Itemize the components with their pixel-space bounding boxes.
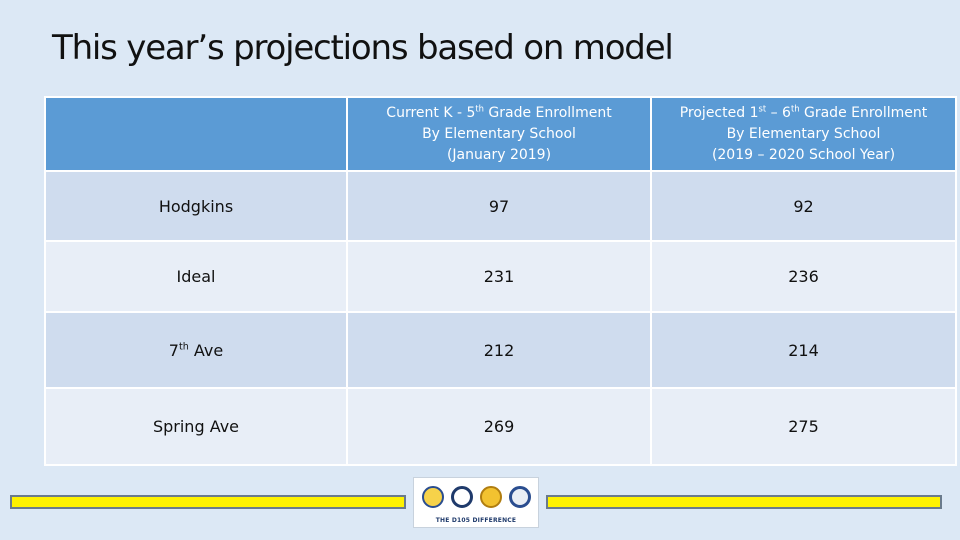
- header-empty-cell: [44, 96, 348, 172]
- projected-enrollment: 236: [650, 240, 957, 313]
- current-enrollment: 269: [346, 387, 652, 466]
- projected-enrollment: 275: [650, 387, 957, 466]
- footer-bar-right: [546, 495, 942, 509]
- table-row: Hodgkins 97 92: [44, 170, 957, 242]
- footer-bar-left: [10, 495, 406, 509]
- district-logo: THE D105 DIFFERENCE: [413, 477, 539, 528]
- projected-enrollment: 92: [650, 170, 957, 242]
- projected-enrollment: 214: [650, 311, 957, 389]
- header-current-enrollment: Current K - 5th Grade Enrollment By Elem…: [346, 96, 652, 172]
- enrollment-table: Current K - 5th Grade Enrollment By Elem…: [44, 96, 957, 466]
- school-name: Ideal: [44, 240, 348, 313]
- table-header-row: Current K - 5th Grade Enrollment By Elem…: [44, 96, 957, 172]
- page-title: This year’s projections based on model: [52, 28, 674, 68]
- school-name: Hodgkins: [44, 170, 348, 242]
- current-enrollment: 231: [346, 240, 652, 313]
- seal-icon-3: [480, 486, 502, 508]
- table-row: Ideal 231 236: [44, 240, 957, 313]
- header-projected-enrollment: Projected 1st – 6th Grade Enrollment By …: [650, 96, 957, 172]
- logo-text: THE D105 DIFFERENCE: [435, 517, 517, 524]
- table-row: Spring Ave 269 275: [44, 387, 957, 466]
- seal-icon-2: [451, 486, 473, 508]
- school-name: Spring Ave: [44, 387, 348, 466]
- seal-icon-4: [509, 486, 531, 508]
- current-enrollment: 97: [346, 170, 652, 242]
- current-enrollment: 212: [346, 311, 652, 389]
- table-row: 7th Ave 212 214: [44, 311, 957, 389]
- seal-icon-1: [422, 486, 444, 508]
- school-name: 7th Ave: [44, 311, 348, 389]
